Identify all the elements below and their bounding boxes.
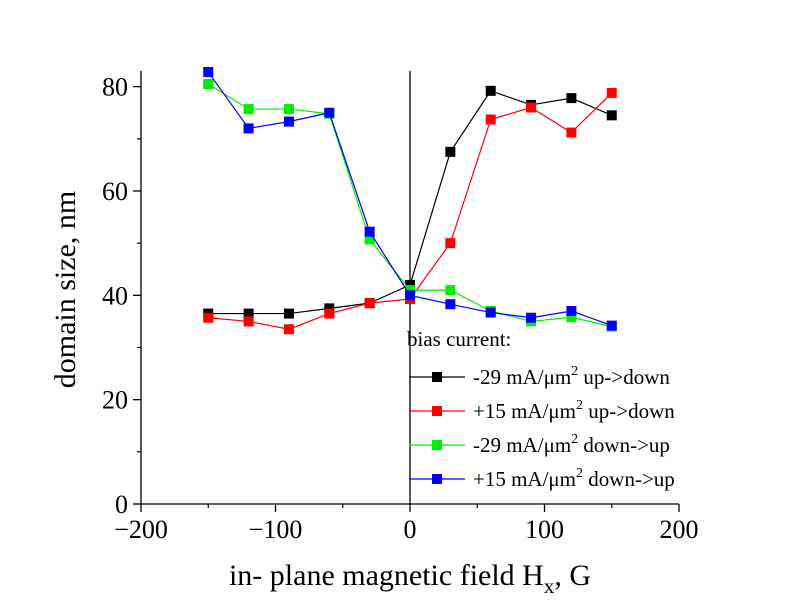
legend-label-superscript: 2	[571, 432, 578, 447]
data-point	[203, 67, 214, 78]
legend-swatch-marker	[432, 440, 442, 450]
y-tick-label: 0	[115, 490, 128, 519]
x-tick-label: 200	[660, 515, 699, 544]
data-point	[526, 312, 537, 323]
axes: −200 −100 0 100 200 0 20 40 60 80	[102, 71, 699, 544]
data-point	[405, 290, 415, 301]
data-point	[283, 324, 294, 335]
legend-swatch-marker	[432, 474, 442, 484]
data-point	[606, 110, 617, 121]
data-point	[566, 127, 577, 138]
data-point	[243, 104, 254, 115]
legend-label-suffix: down->up	[583, 467, 675, 491]
data-point	[566, 312, 577, 323]
data-point	[364, 226, 375, 237]
data-point	[485, 307, 496, 318]
series-layer	[203, 67, 617, 335]
legend-label-superscript: 2	[576, 398, 583, 413]
legend-label-main: +15 mA/μm	[473, 467, 576, 491]
data-point	[243, 316, 254, 327]
x-tick-label: 100	[525, 515, 564, 544]
x-tick-label: 0	[404, 515, 417, 544]
x-axis-title-suffix: , G	[554, 559, 591, 592]
data-point	[203, 312, 214, 323]
legend-label: +15 mA/μm2 up->down	[473, 398, 675, 423]
x-axis-title-main: in- plane magnetic field H	[229, 559, 544, 592]
data-point	[526, 102, 537, 113]
data-point	[283, 308, 294, 319]
data-point	[364, 234, 375, 245]
data-point	[606, 87, 617, 98]
data-point	[566, 93, 577, 104]
legend-swatch-marker	[432, 406, 442, 416]
data-point	[243, 123, 254, 134]
data-point	[324, 308, 335, 319]
data-point	[405, 279, 415, 290]
legend-label-suffix: up->down	[578, 365, 670, 389]
y-axis-title: domain size, nm	[49, 191, 82, 388]
legend-label-suffix: up->down	[583, 399, 675, 423]
y-tick-label: 60	[102, 177, 128, 206]
data-point	[405, 285, 415, 296]
data-point	[364, 298, 375, 309]
x-tick-label: −200	[114, 515, 168, 544]
x-tick-label: −100	[249, 515, 303, 544]
legend-label-superscript: 2	[571, 364, 578, 379]
legend-item: -29 mA/μm2 down->up	[409, 432, 670, 457]
data-point	[203, 79, 214, 90]
legend-label-main: -29 mA/μm	[473, 433, 571, 457]
series-4	[203, 67, 617, 331]
data-point	[445, 299, 456, 310]
data-point	[445, 285, 456, 296]
legend-label-main: -29 mA/μm	[473, 365, 571, 389]
legend-item: -29 mA/μm2 up->down	[409, 364, 670, 389]
y-tick-label: 80	[102, 73, 128, 102]
data-point	[324, 303, 335, 314]
legend-label-suffix: down->up	[578, 433, 670, 457]
data-point	[566, 305, 577, 316]
data-point	[243, 308, 254, 319]
data-point	[485, 85, 496, 96]
legend-label: -29 mA/μm2 up->down	[473, 364, 670, 389]
data-point	[283, 116, 294, 127]
data-point	[606, 320, 617, 331]
x-axis-title-subscript: x	[544, 574, 555, 598]
legend-title: bias current:	[407, 327, 511, 351]
data-point	[445, 146, 456, 157]
legend-label-main: +15 mA/μm	[473, 399, 576, 423]
data-point	[485, 114, 496, 125]
legend-item: +15 mA/μm2 up->down	[409, 398, 675, 423]
legend-label: -29 mA/μm2 down->up	[473, 432, 670, 457]
legend-label: +15 mA/μm2 down->up	[473, 466, 675, 491]
x-axis-title: in- plane magnetic field Hx, G	[229, 559, 591, 598]
y-tick-label: 20	[102, 386, 128, 415]
legend-label-superscript: 2	[576, 466, 583, 481]
data-point	[324, 107, 335, 118]
y-tick-label: 40	[102, 281, 128, 310]
data-point	[283, 104, 294, 115]
data-point	[445, 238, 456, 249]
legend: bias current:-29 mA/μm2 up->down+15 mA/μ…	[407, 327, 675, 491]
legend-swatch-marker	[432, 372, 442, 382]
legend-item: +15 mA/μm2 down->up	[409, 466, 675, 491]
